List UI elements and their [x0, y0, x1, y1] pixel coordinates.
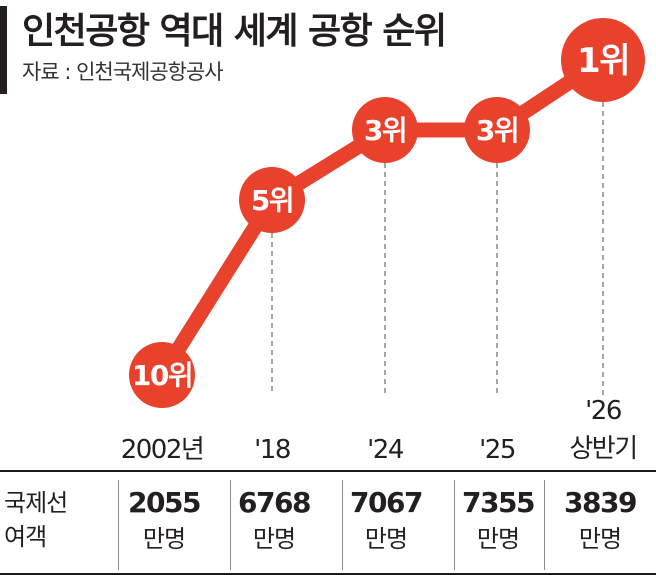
x-tick-label: '24	[367, 435, 404, 465]
rank-point	[561, 18, 645, 102]
column-divider	[230, 480, 231, 570]
passenger-cell-25: 7355 만명	[442, 484, 554, 556]
x-tick-label: 상반기	[569, 434, 636, 464]
passenger-value: 6768	[238, 486, 311, 519]
rank-point	[129, 342, 195, 408]
chart-title: 인천공항 역대 세계 공항 순위	[22, 11, 447, 52]
rank-point	[352, 97, 418, 163]
rank-label: 3위	[364, 114, 406, 147]
table-row-header: 국제선 여객	[4, 486, 114, 554]
rank-point	[239, 167, 305, 233]
passenger-unit: 만명	[364, 525, 408, 553]
x-tick-label: '18	[254, 435, 290, 465]
passenger-unit: 만명	[142, 525, 186, 553]
passenger-cell-2002: 2055 만명	[108, 484, 220, 556]
source-note: 자료 : 인천국제공항공사	[22, 60, 224, 84]
column-divider	[342, 480, 343, 570]
title-accent-bar	[0, 6, 7, 94]
rank-label: 3위	[476, 114, 518, 147]
passenger-unit: 만명	[578, 525, 622, 553]
rank-label: 10위	[132, 359, 192, 392]
rank-point	[464, 97, 530, 163]
x-tick-label: '25	[479, 435, 515, 465]
passenger-unit: 만명	[476, 525, 520, 553]
passenger-cell-26: 3839 만명	[544, 484, 656, 556]
passenger-unit: 만명	[252, 525, 296, 553]
rank-label: 1위	[577, 41, 629, 81]
rank-line-chart: 10위 5위 3위 3위 1위 2002년 '18 '24 '25 '26 상반기	[121, 18, 645, 465]
passenger-value: 3839	[564, 486, 637, 519]
x-tick-label: '26	[585, 396, 621, 426]
x-tick-label: 2002년	[121, 435, 204, 465]
column-divider	[544, 480, 545, 570]
passenger-cell-18: 6768 만명	[218, 484, 330, 556]
row-header-line-2: 여객	[4, 523, 47, 551]
row-header-line-1: 국제선	[4, 489, 68, 517]
column-divider	[118, 480, 119, 570]
passenger-value: 7355	[462, 486, 535, 519]
passenger-cell-24: 7067 만명	[330, 484, 442, 556]
passenger-value: 2055	[128, 486, 201, 519]
table-bottom-rule	[0, 573, 656, 575]
table-top-rule	[0, 470, 656, 472]
column-divider	[454, 480, 455, 570]
rank-label: 5위	[251, 184, 293, 217]
passenger-value: 7067	[350, 486, 423, 519]
